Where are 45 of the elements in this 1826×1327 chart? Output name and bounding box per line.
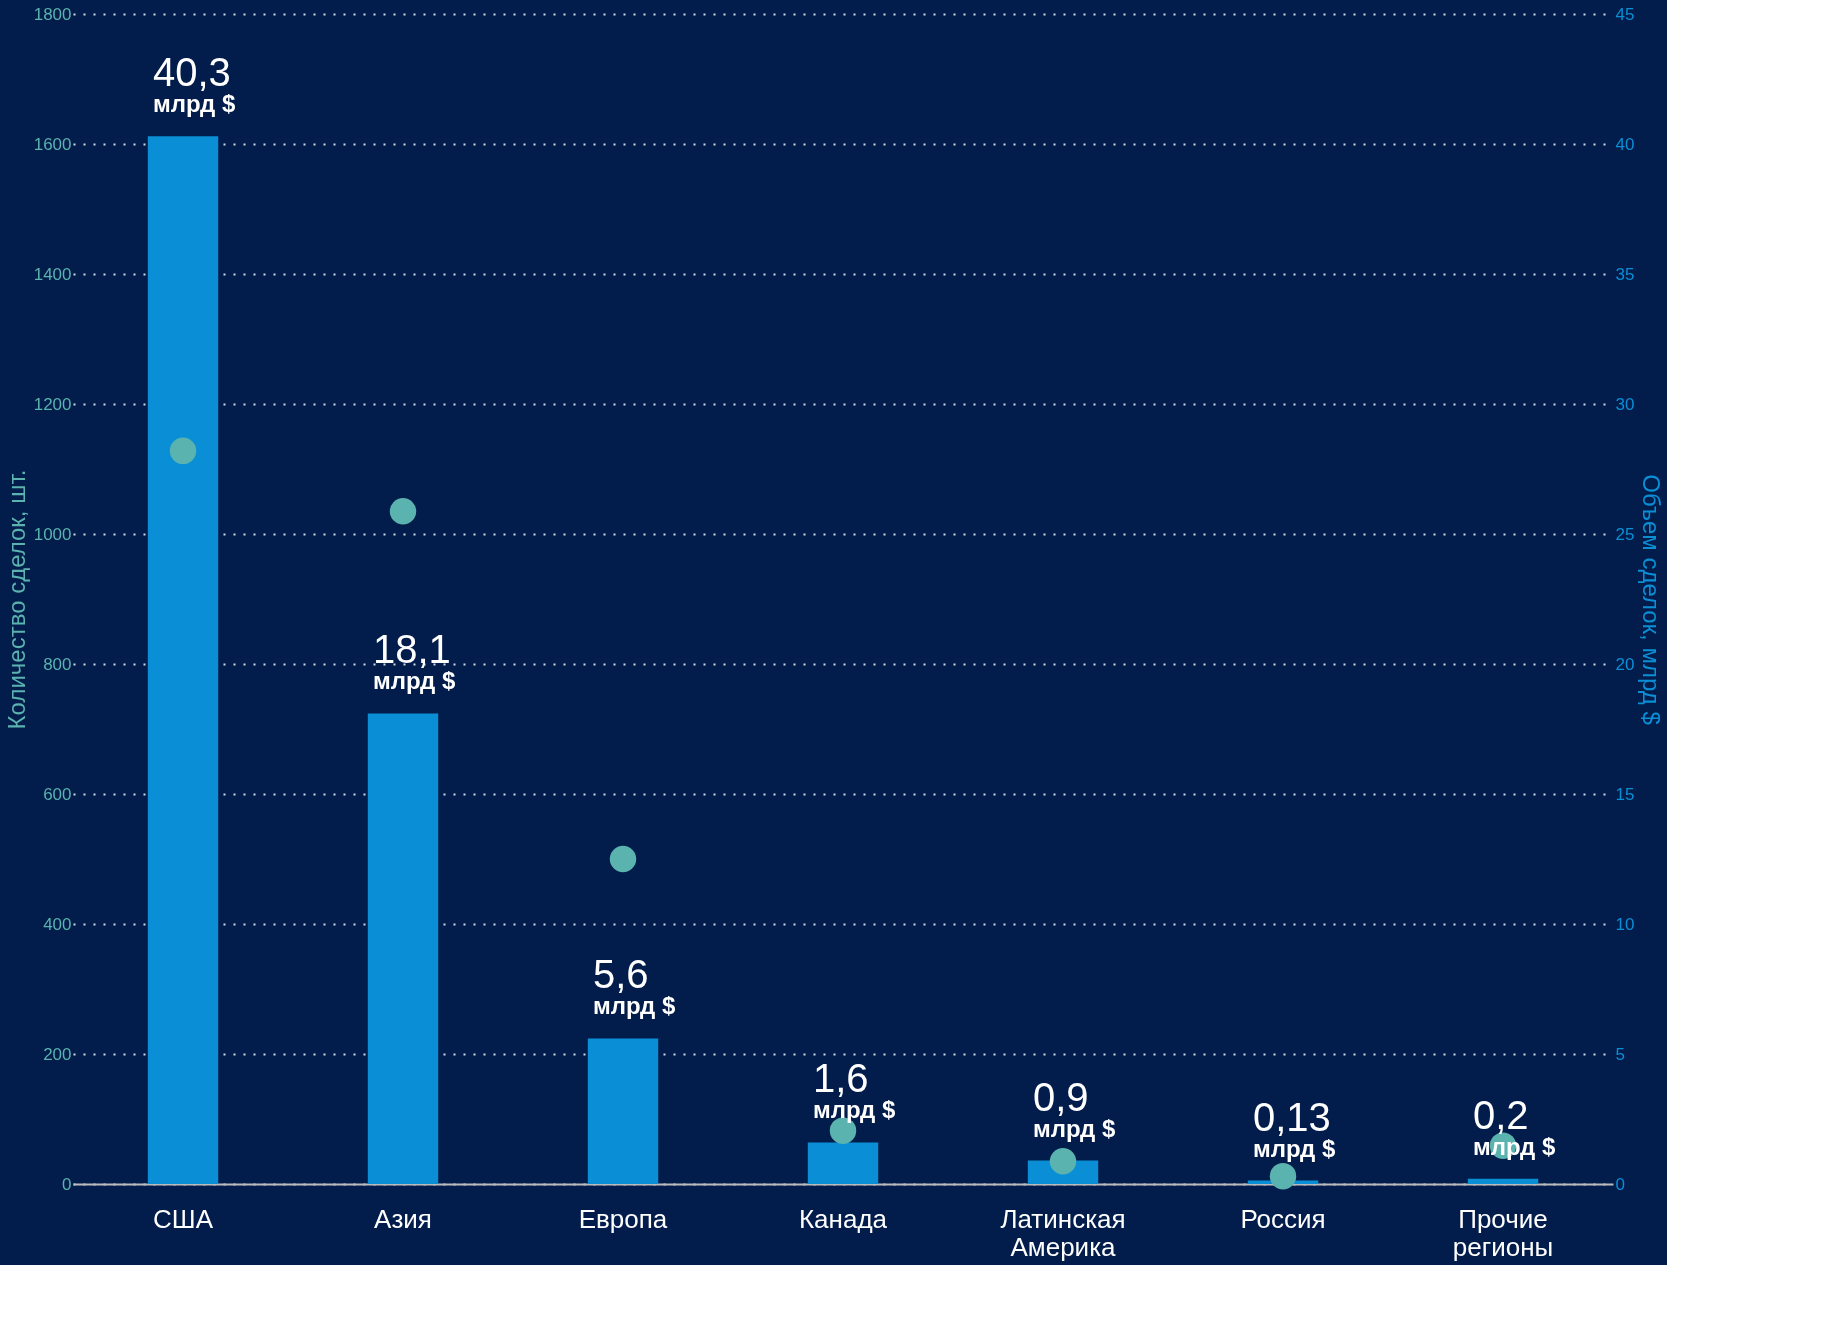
y-tick-label: 1000 (33, 524, 72, 544)
y2-tick-label: 20 (1615, 654, 1635, 674)
y2-tick-label: 10 (1615, 914, 1635, 934)
x-tick-label: Прочие регионы (1452, 1203, 1554, 1262)
point (169, 437, 197, 464)
point (389, 498, 417, 525)
y2-axis-title: Объем сделок, млрд $ (1638, 474, 1666, 725)
y-axis-title: Количество сделок, шт. (2, 469, 30, 730)
y2-tick-label: 45 (1615, 4, 1635, 24)
y-tick-label: 0 (62, 1174, 72, 1194)
y-tick-label: 200 (43, 1044, 72, 1064)
bar (807, 1142, 879, 1184)
bar (587, 1038, 659, 1184)
y-tick-label: 800 (43, 654, 72, 674)
bar (147, 136, 219, 1184)
text: 0,13 млрд $ (1253, 1094, 1336, 1162)
text: 1,6 млрд $ (813, 1056, 896, 1124)
y-tick-label: 1400 (33, 264, 72, 284)
x-tick-label: Европа (578, 1203, 668, 1234)
point (609, 845, 637, 873)
text: 0,9 млрд $ (1033, 1074, 1116, 1142)
text: 5,6 млрд $ (593, 952, 676, 1020)
bar (367, 713, 439, 1184)
y-tick-label: 1800 (33, 4, 72, 24)
x-tick-label: Канада (798, 1203, 888, 1234)
x-tick-label: Россия (1240, 1203, 1326, 1234)
y2-tick-label: 0 (1615, 1174, 1625, 1194)
y-tick-label: 600 (43, 784, 72, 804)
y2-tick-label: 5 (1615, 1044, 1625, 1064)
x-tick-label: Азия (374, 1203, 432, 1234)
x-tick-label: Латинская Америка (1000, 1203, 1126, 1262)
point (1269, 1163, 1297, 1190)
y-tick-label: 1200 (33, 394, 72, 414)
y2-tick-label: 35 (1615, 264, 1635, 284)
text: 18,1 млрд $ (373, 627, 456, 695)
y-tick-label: 400 (43, 914, 72, 934)
text: 40,3 млрд $ (153, 50, 236, 118)
y2-tick-label: 40 (1615, 134, 1635, 154)
y-tick-label: 1600 (33, 134, 72, 154)
point (1049, 1148, 1077, 1175)
y2-tick-label: 30 (1615, 394, 1635, 414)
y2-tick-label: 15 (1615, 784, 1635, 804)
y2-tick-label: 25 (1615, 524, 1635, 544)
bar (1467, 1178, 1539, 1184)
x-tick-label: США (153, 1203, 214, 1234)
